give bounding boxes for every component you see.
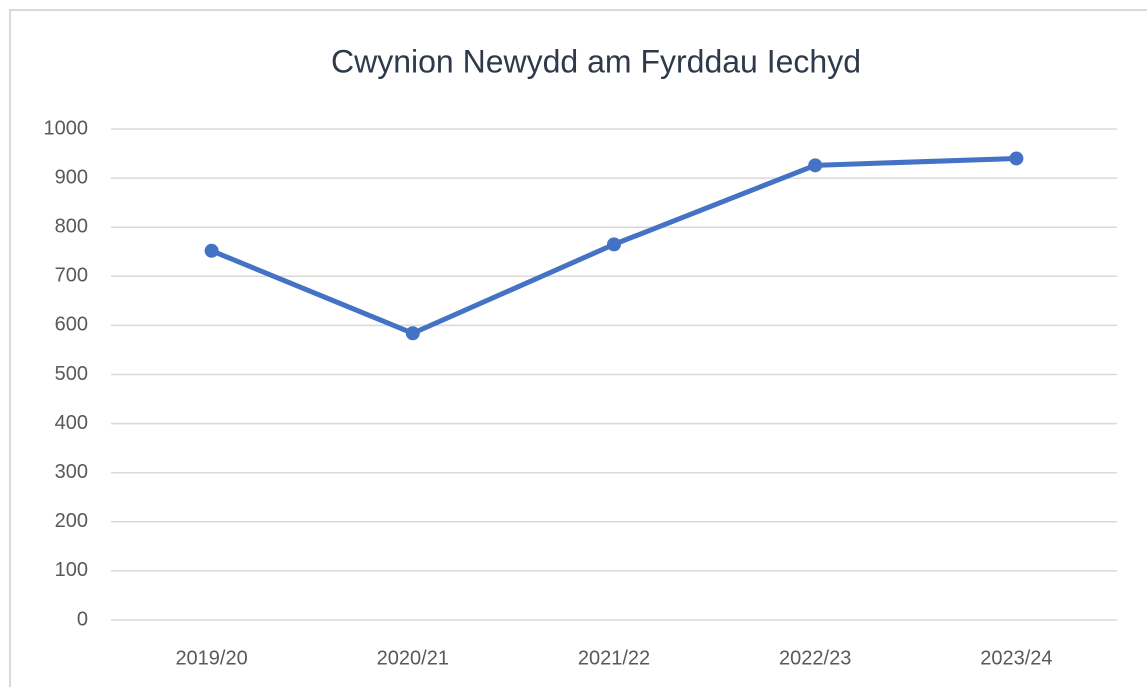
chart-border [9, 9, 1147, 687]
data-point [405, 326, 420, 341]
y-tick-label: 1000 [44, 117, 89, 139]
data-point [607, 237, 621, 252]
y-tick-label: 400 [55, 412, 88, 434]
data-point [204, 243, 219, 258]
y-tick-label: 900 [55, 166, 88, 188]
y-tick-label: 600 [55, 314, 88, 336]
y-tick-label: 300 [55, 461, 88, 483]
x-tick-label: 2020/21 [377, 647, 449, 669]
data-point [1009, 151, 1024, 166]
y-tick-label: 0 [77, 608, 88, 630]
y-tick-label: 700 [55, 265, 88, 287]
y-tick-label: 500 [55, 363, 88, 385]
x-tick-label: 2022/23 [779, 647, 851, 669]
data-point [808, 158, 823, 173]
y-tick-label: 100 [55, 559, 88, 581]
y-tick-label: 800 [55, 215, 88, 237]
y-tick-label: 200 [55, 510, 88, 532]
x-tick-label: 2023/24 [980, 647, 1052, 669]
x-tick-label: 2019/20 [175, 647, 247, 669]
chart-title: Cwynion Newydd am Fyrddau Iechyd [331, 43, 861, 79]
x-tick-label: 2021/22 [578, 647, 650, 669]
